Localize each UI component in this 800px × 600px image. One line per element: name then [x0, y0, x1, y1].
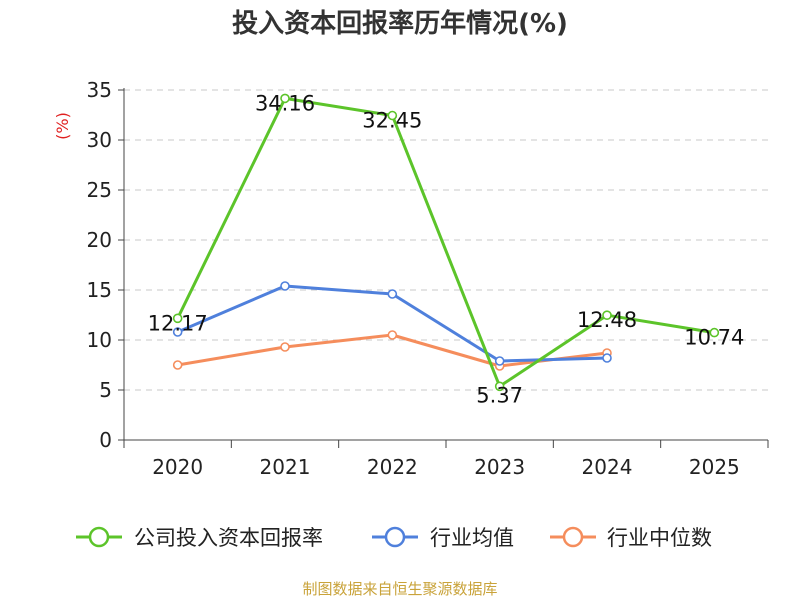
data-label: 34.16: [255, 91, 315, 115]
data-point: [172, 327, 183, 337]
x-tick-label: 2024: [582, 455, 633, 479]
legend-label: 行业中位数: [607, 526, 712, 550]
data-labels: 12.17 34.16 32.45 5.37 12.48 10.74: [148, 91, 745, 407]
y-tick-label: 10: [87, 328, 112, 352]
x-tick-label: 2023: [474, 455, 525, 479]
data-point: [602, 353, 612, 363]
data-point: [387, 110, 398, 121]
data-point: [387, 289, 398, 299]
y-tick-label: 30: [87, 128, 112, 152]
x-tick-label: 2020: [152, 455, 203, 479]
legend-item-1: 行业均值: [372, 526, 514, 550]
data-label: 5.37: [476, 383, 523, 407]
data-point: [602, 310, 612, 321]
grid-lines: [124, 89, 768, 391]
series-line-0: [176, 96, 715, 388]
data-point: [280, 281, 290, 291]
chart-title: 投入资本回报率历年情况(%): [232, 8, 568, 39]
y-tick-label: 35: [87, 78, 112, 102]
data-point: [387, 330, 398, 340]
data-label: 12.17: [148, 311, 208, 335]
legend-label: 行业均值: [430, 526, 514, 550]
legend-label: 公司投入资本回报率: [134, 526, 323, 550]
y-axis-label: (%): [53, 112, 72, 140]
source-note: 制图数据来自恒生聚源数据库: [302, 580, 497, 598]
legend: 公司投入资本回报率 行业均值 行业中位数: [76, 526, 712, 550]
y-tick-labels: 0 5 10 15 20 25 30 35: [87, 78, 112, 452]
data-point: [494, 381, 505, 392]
data-point: [709, 327, 720, 338]
data-point: [280, 93, 290, 104]
series-lines: [172, 93, 720, 392]
y-tick-label: 0: [99, 428, 112, 452]
data-label: 32.45: [362, 109, 422, 133]
legend-swatch-marker: [562, 526, 584, 548]
y-tick-label: 15: [87, 278, 112, 302]
data-point: [280, 342, 290, 352]
y-tick-label: 25: [87, 178, 112, 202]
data-label: 10.74: [684, 326, 744, 350]
data-point: [494, 356, 505, 366]
x-tick-label: 2022: [367, 455, 418, 479]
x-tick-label: 2021: [260, 455, 311, 479]
data-point: [172, 360, 183, 370]
legend-swatch-marker: [88, 526, 110, 548]
data-label: 12.48: [577, 308, 637, 332]
legend-item-0: 公司投入资本回报率: [76, 526, 323, 550]
y-tick-label: 20: [87, 228, 112, 252]
x-tick-labels: 2020 2021 2022 2023 2024 2025: [152, 455, 740, 479]
axes: [118, 88, 769, 448]
legend-item-2: 行业中位数: [550, 526, 712, 550]
y-tick-label: 5: [99, 378, 112, 402]
x-tick-label: 2025: [689, 455, 740, 479]
data-point: [172, 313, 183, 324]
legend-swatch-marker: [384, 526, 406, 548]
